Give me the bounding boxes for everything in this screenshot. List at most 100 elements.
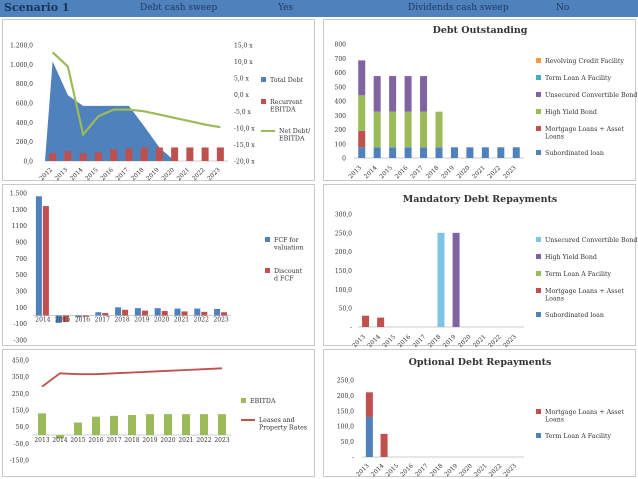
year-tick-label: 2015 [384,462,400,478]
year-tick-label: 2018 [425,164,441,180]
total-debt-area [45,61,221,161]
year-tick-label: 2020 [456,164,472,180]
ebitda-y-tick-label: -150,0 [10,458,29,465]
year-tick-label: 2017 [95,317,110,324]
year-tick-label: 2023 [502,164,518,180]
legend-label: Term Loan A Facility [545,271,612,278]
total-debt-panel: 0,0 200,0 400,0 600,0 800,0 1.000,0 1.200,0 -20… [2,19,315,182]
year-tick-label: 2019 [145,166,161,182]
legend-label: Mortgage Loans + Asset [545,126,624,133]
year-tick-label: 2016 [399,462,415,478]
debt-outstanding-y-tick-label: 100 [335,141,347,148]
legend-swatch [536,126,541,131]
year-tick-label: 2016 [396,333,412,347]
mandatory-y-tick-label: 250,0 [335,230,352,237]
debt-bar-segment [466,147,474,158]
total-debt-y-tick-label: 1.200,0 [10,43,33,50]
fcf-bar [62,315,69,323]
dividends-cash-sweep-value[interactable]: No [556,3,570,13]
year-tick-label: 2015 [55,317,70,324]
scenario-label: Scenario 1 [4,1,70,14]
legend-label: EBITDA [270,107,296,114]
fcf-y-tick-label: 100 [16,305,28,312]
total-debt-y2-tick-label: 10,0 x [234,59,253,66]
fcf-bar [201,311,208,316]
debt-bar-segment [435,111,443,148]
year-tick-label: 2018 [130,166,146,182]
year-tick-label: 2021 [174,317,189,324]
debt-bar-segment [358,95,366,131]
fcf-bar [221,312,228,316]
ebitda-bar [79,153,87,161]
legend-label: Discount [274,268,303,275]
net-debt-ebitda-line [51,51,221,137]
debt-bar-segment [404,76,412,112]
debt-outstanding-y-tick-label: 0 [342,156,346,163]
legend-swatch [536,433,541,438]
debt-bar-segment [497,147,505,158]
optional-bar-segment [380,433,388,457]
fcf-bar [154,308,161,316]
debt-bar-segment [404,147,412,158]
optional-repayments-chart: Optional Debt Repayments - 50,0 100,0 150,0 2… [337,357,625,478]
fcf-bar [42,206,49,316]
year-tick-label: 2023 [213,317,228,324]
fcf-y-tick-label: 700 [16,256,28,263]
year-tick-label: 2022 [191,166,207,182]
optional-bar-segment [365,392,373,417]
year-tick-label: 2020 [458,462,474,478]
legend-label: Loans [545,296,564,303]
year-tick-label: 2013 [351,333,367,347]
leases-line [41,367,223,388]
debt-bar-segment [358,130,366,148]
debt-bar-segment [435,147,443,158]
total-debt-y2-tick-label: -10,0 x [234,125,255,132]
year-tick-label: 2014 [370,462,386,478]
ebitda-bar [56,435,64,439]
ebitda-bar [201,147,209,161]
legend-swatch [261,99,266,104]
debt-bar-segment [450,147,458,158]
optional-y-tick-label: 250,0 [337,378,354,385]
legend-label: Unsecured Convertible Bond [545,237,637,244]
fcf-bar [122,309,129,316]
ebitda-bar [64,151,72,161]
total-debt-y2-tick-label: 5,0 x [234,76,249,83]
legend-label: Term Loan A Facility [545,75,612,82]
year-tick-label: 2017 [106,437,121,444]
legend-label: Revolving Credit Facility [545,58,624,65]
ebitda-bar [125,148,133,161]
year-tick-label: 2021 [472,333,488,347]
year-tick-label: 2022 [196,437,211,444]
year-tick-label: 2022 [488,462,504,478]
legend-swatch [536,409,541,414]
year-tick-label: 2013 [355,462,371,478]
year-tick-label: 2016 [99,166,115,182]
ebitda-bar [110,149,118,161]
debt-bar-segment [358,147,366,158]
year-tick-label: 2023 [214,437,229,444]
year-tick-label: 2021 [471,164,487,180]
legend-swatch [536,150,541,155]
debt-bar-segment [404,111,412,148]
total-debt-y2-tick-label: -20,0 x [234,159,255,166]
fcf-y-tick-label: -300 [14,338,28,345]
ebitda-bar [218,414,226,435]
chart-title: Debt Outstanding [433,25,528,36]
fcf-bar [82,315,89,317]
fcf-bar [214,308,221,316]
mandatory-y-tick-label: 200,0 [335,249,352,256]
year-tick-label: 2014 [52,437,67,444]
year-tick-label: 2015 [84,166,100,182]
legend-label: EBITDA [250,398,276,405]
debt-cash-sweep-value[interactable]: Yes [278,3,294,13]
year-tick-label: 2019 [134,317,149,324]
year-tick-label: 2020 [154,317,169,324]
scenario-header: Scenario 1 Debt cash sweep Yes Dividends… [0,0,638,17]
legend-label: Subordinated loan [545,150,604,157]
legend-label: Leases and [259,417,295,424]
fcf-y-tick-label: -100 [14,321,28,328]
debt-outstanding-chart: Debt Outstanding 0 100 200 300 400 500 600 700 80… [335,25,637,180]
year-tick-label: 2015 [381,333,397,347]
optional-y-tick-label: 150,0 [337,408,354,415]
